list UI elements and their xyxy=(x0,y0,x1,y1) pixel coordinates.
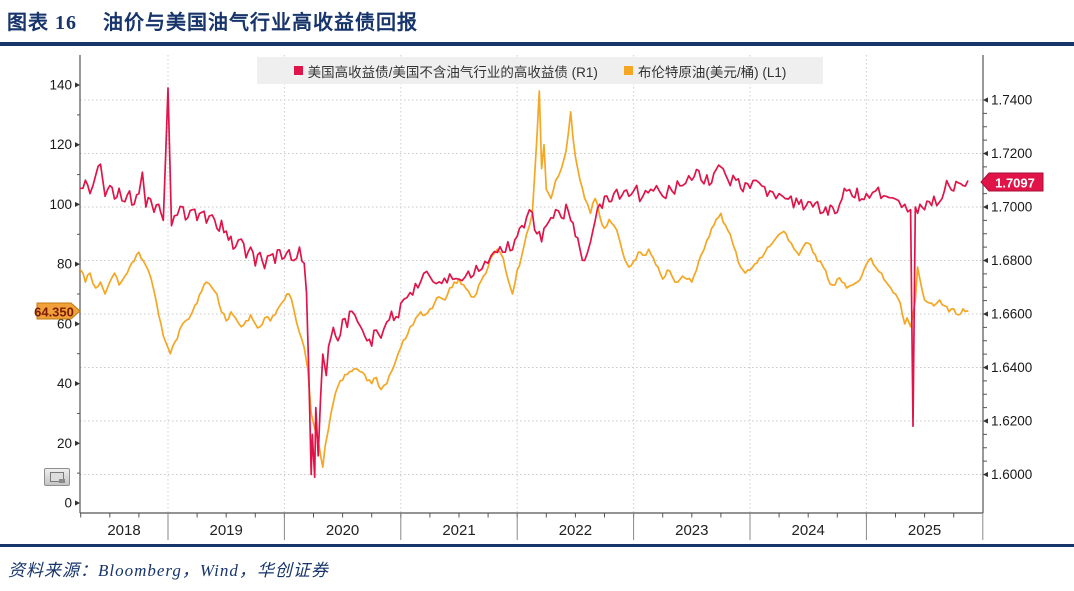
x-axis-year-label: 2025 xyxy=(908,522,941,539)
legend-item-brent: 布伦特原油(美元/桶) (L1) xyxy=(623,61,787,81)
last-value-badges: 64.350 1.7097 xyxy=(34,172,1044,320)
chart-restore-icon xyxy=(50,472,65,483)
page-title: 图表 16 油价与美国油气行业高收益债回报 xyxy=(7,6,418,35)
axis-layer xyxy=(79,55,984,514)
x-axis-year-label: 2020 xyxy=(326,522,359,539)
y-axis-label-left: 60 xyxy=(57,316,72,331)
hy-ratio-last-value-badge xyxy=(980,172,1044,192)
red-series-swatch-icon xyxy=(293,66,303,75)
right-axis-tick xyxy=(983,150,988,157)
y-axis-label-right: 1.6000 xyxy=(991,467,1032,482)
left-axis-tick xyxy=(75,321,80,327)
hy-ratio-last-value-text: 1.7097 xyxy=(995,176,1035,191)
left-axis-tick xyxy=(75,500,80,506)
y-axis-label-right: 1.6800 xyxy=(991,253,1032,268)
x-axis-year-label: 2019 xyxy=(210,522,243,539)
right-axis-tick xyxy=(983,257,988,264)
y-axis-label-left: 40 xyxy=(57,376,72,391)
right-axis-tick xyxy=(983,364,988,371)
right-axis-tick xyxy=(983,471,988,478)
left-axis-tick xyxy=(75,440,80,446)
y-axis-label-left: 20 xyxy=(57,436,72,451)
brent-last-value-badge xyxy=(36,302,81,320)
y-axis-label-left: 100 xyxy=(49,197,72,212)
x-axis-year-label: 2018 xyxy=(107,522,140,539)
y-axis-label-left: 140 xyxy=(49,78,72,93)
legend-label-brent: 布伦特原油(美元/桶) (L1) xyxy=(637,64,787,80)
right-axis-tick xyxy=(983,97,988,103)
left-axis-tick xyxy=(75,82,80,88)
axis-label-layer: 1.6000 1.6200 1.6400 1.6600 1.6800 1.7000 1.72… xyxy=(49,78,1032,540)
chart-legend: 美国高收益债/美国不含油气行业的高收益债 (R1) 布伦特原油(美元/桶) (L… xyxy=(257,57,823,84)
x-axis-year-label: 2024 xyxy=(792,522,825,539)
us-hy-oil-gas-ratio-line xyxy=(79,87,969,479)
left-axis-tick xyxy=(75,261,80,267)
chart-tool-button[interactable] xyxy=(44,468,70,486)
y-axis-label-right: 1.7000 xyxy=(991,200,1032,215)
y-axis-label-left: 80 xyxy=(57,257,72,272)
x-axis-year-label: 2021 xyxy=(442,522,475,539)
x-axis-year-label: 2023 xyxy=(675,522,708,539)
grid-layer xyxy=(80,55,983,513)
figure-title-text: 油价与美国油气行业高收益债回报 xyxy=(103,12,418,34)
right-axis-tick xyxy=(983,311,988,317)
bottom-divider-rule xyxy=(0,544,1074,547)
left-axis-tick xyxy=(75,142,80,148)
legend-item-hy-ratio: 美国高收益债/美国不含油气行业的高收益债 (R1) xyxy=(293,61,598,81)
figure-label: 图表 16 xyxy=(7,12,77,34)
y-axis-label-right: 1.6600 xyxy=(991,307,1032,322)
x-axis-year-label: 2022 xyxy=(559,522,592,539)
series-layer xyxy=(79,87,969,479)
left-axis-tick xyxy=(75,380,80,387)
title-divider-rule xyxy=(0,42,1074,46)
orange-series-swatch-icon xyxy=(623,66,633,75)
y-axis-label-right: 1.6200 xyxy=(991,414,1032,429)
source-note: 资料来源：Bloomberg，Wind，华创证券 xyxy=(8,561,329,580)
right-axis-tick xyxy=(983,418,988,424)
y-axis-label-right: 1.7400 xyxy=(991,93,1032,108)
y-axis-label-left: 120 xyxy=(49,137,72,152)
brent-last-value-text: 64.350 xyxy=(34,305,74,320)
brent-crude-line xyxy=(79,90,969,469)
right-axis-tick xyxy=(983,204,988,210)
y-axis-label-right: 1.7200 xyxy=(991,146,1032,161)
y-axis-label-left: 0 xyxy=(64,496,72,511)
left-axis-tick xyxy=(75,201,80,208)
y-axis-label-right: 1.6400 xyxy=(991,360,1032,375)
legend-label-hy-ratio: 美国高收益债/美国不含油气行业的高收益债 (R1) xyxy=(307,64,598,80)
